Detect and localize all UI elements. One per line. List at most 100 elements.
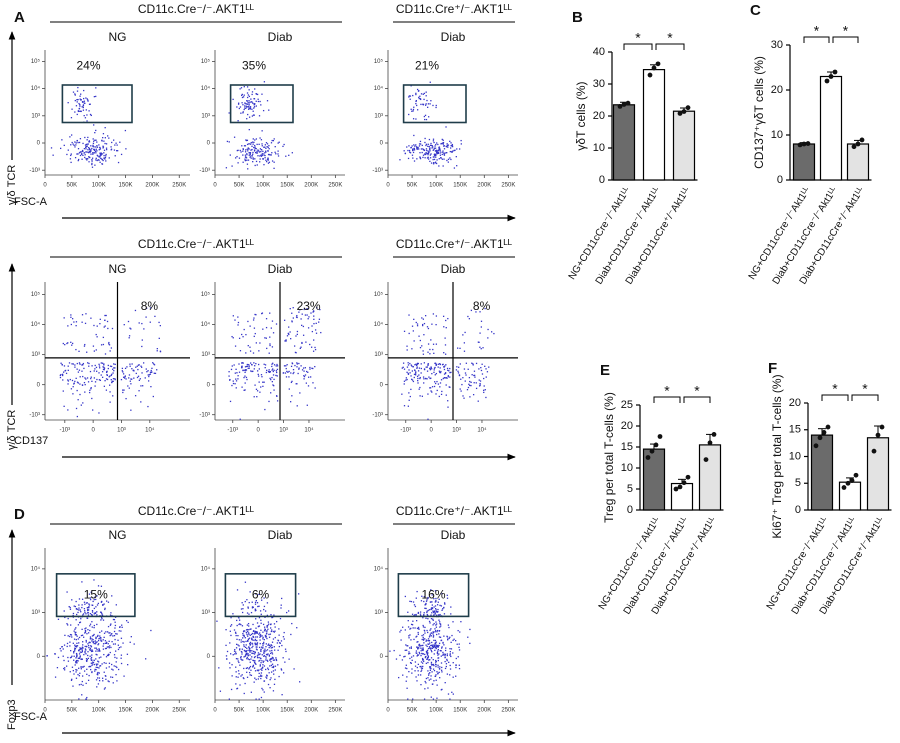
flow-dot	[226, 658, 228, 660]
flow-dot	[419, 98, 422, 100]
flow-dot	[256, 639, 258, 642]
flow-dot	[419, 98, 422, 101]
flow-dot	[416, 635, 418, 637]
flow-dot	[436, 651, 439, 654]
flow-dot	[420, 647, 422, 649]
flow-dot	[242, 608, 244, 610]
panel-letter: B	[572, 9, 583, 26]
flow-dot	[241, 637, 244, 639]
flow-dot	[89, 637, 92, 640]
flow-dot	[240, 641, 242, 643]
x-tick-label: 200K	[145, 708, 159, 714]
flow-dot	[259, 158, 261, 160]
flow-dot	[93, 659, 95, 662]
flow-dot	[444, 682, 446, 684]
x-axis-label: CD137	[14, 435, 48, 447]
flow-dot	[300, 346, 302, 348]
flow-dot	[102, 343, 105, 346]
flow-dot	[483, 385, 485, 387]
flow-dot	[89, 389, 91, 391]
flow-dot	[87, 632, 90, 634]
flow-dot	[274, 626, 276, 628]
flow-dot	[435, 609, 437, 611]
flow-dot	[263, 381, 265, 383]
flow-dot	[257, 678, 259, 680]
flow-dot	[266, 145, 268, 148]
flow-dot	[245, 640, 247, 643]
flow-dot	[276, 371, 278, 374]
flow-dot	[275, 323, 278, 325]
flow-dot	[140, 365, 142, 367]
flow-dot	[425, 118, 428, 121]
flow-dot	[411, 672, 413, 674]
flow-dot	[64, 370, 66, 372]
flow-dot	[83, 367, 85, 370]
flow-dot	[271, 641, 274, 643]
flow-dot	[272, 384, 274, 386]
flow-dot	[301, 369, 304, 371]
flow-dot	[248, 613, 250, 615]
flow-dot	[103, 157, 105, 159]
flow-dot	[272, 665, 275, 668]
flow-dot	[117, 648, 120, 651]
flow-dot	[441, 666, 443, 669]
flow-dot	[117, 644, 120, 646]
flow-dot	[283, 319, 286, 321]
flow-dot	[254, 608, 257, 610]
flow-dot	[250, 362, 252, 364]
flow-dot	[245, 667, 248, 670]
flow-dot	[258, 617, 261, 619]
flow-dot	[426, 613, 428, 616]
flow-dot	[411, 613, 414, 615]
flow-dot	[413, 160, 416, 162]
flow-dot	[80, 683, 82, 686]
flow-dot	[462, 395, 464, 397]
flow-dot	[81, 694, 83, 696]
flow-dot	[237, 120, 239, 122]
flow-dot	[459, 347, 461, 350]
flow-dot	[249, 661, 251, 663]
flow-dot	[256, 396, 258, 398]
flow-dot	[442, 145, 445, 147]
flow-dot	[104, 642, 106, 644]
flow-dot	[243, 108, 245, 111]
significance-bracket	[683, 396, 711, 403]
flow-dot	[258, 368, 261, 370]
flow-dot	[244, 654, 247, 656]
flow-dot	[422, 624, 424, 627]
flow-dot	[62, 374, 64, 377]
flow-dot	[66, 623, 68, 625]
flow-dot	[410, 375, 412, 377]
flow-dot	[479, 382, 481, 385]
flow-dot	[245, 644, 247, 646]
flow-dot	[90, 650, 93, 653]
flow-dot	[252, 352, 255, 354]
flow-dot	[88, 140, 90, 142]
flow-dot	[85, 313, 87, 315]
gated-events	[408, 81, 437, 121]
flow-dot	[76, 662, 78, 664]
flow-dot	[88, 604, 91, 606]
flow-dot	[95, 146, 97, 148]
flow-dot	[98, 379, 101, 381]
flow-dot	[415, 93, 417, 96]
flow-dot	[410, 147, 412, 149]
flow-dot	[99, 635, 101, 637]
flow-dot	[133, 377, 135, 379]
flow-dot	[434, 639, 437, 642]
panel-letter: D	[14, 506, 25, 523]
flow-dot	[141, 366, 143, 368]
flow-dot	[441, 390, 443, 393]
flow-dot	[272, 659, 275, 661]
flow-dot	[109, 645, 111, 647]
flow-dot	[159, 324, 161, 327]
flow-dot	[78, 657, 81, 660]
flow-dot	[236, 372, 238, 374]
flow-dot	[113, 363, 115, 365]
flow-dot	[88, 362, 90, 365]
x-tick-label: 0	[386, 708, 390, 714]
flow-dot	[427, 152, 430, 155]
flow-dot	[304, 367, 307, 369]
flow-dot	[441, 593, 443, 595]
flow-dot	[449, 367, 451, 370]
